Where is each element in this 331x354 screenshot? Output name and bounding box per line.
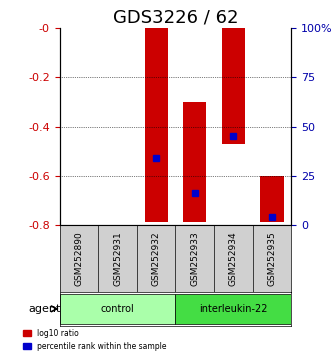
Text: GSM252890: GSM252890: [74, 231, 83, 286]
Text: GSM252933: GSM252933: [190, 231, 199, 286]
Text: GSM252935: GSM252935: [267, 231, 276, 286]
Text: GSM252934: GSM252934: [229, 231, 238, 286]
Text: GSM252931: GSM252931: [113, 231, 122, 286]
Text: GSM252932: GSM252932: [152, 231, 161, 286]
Title: GDS3226 / 62: GDS3226 / 62: [113, 9, 238, 27]
FancyBboxPatch shape: [175, 294, 291, 324]
Text: control: control: [101, 304, 134, 314]
Bar: [183, 102, 206, 222]
Bar: [145, 28, 168, 222]
Bar: [260, 176, 284, 222]
FancyBboxPatch shape: [60, 294, 175, 324]
Bar: [222, 28, 245, 144]
Text: interleukin-22: interleukin-22: [199, 304, 267, 314]
Text: agent: agent: [28, 304, 60, 314]
Legend: log10 ratio, percentile rank within the sample: log10 ratio, percentile rank within the …: [21, 326, 170, 354]
